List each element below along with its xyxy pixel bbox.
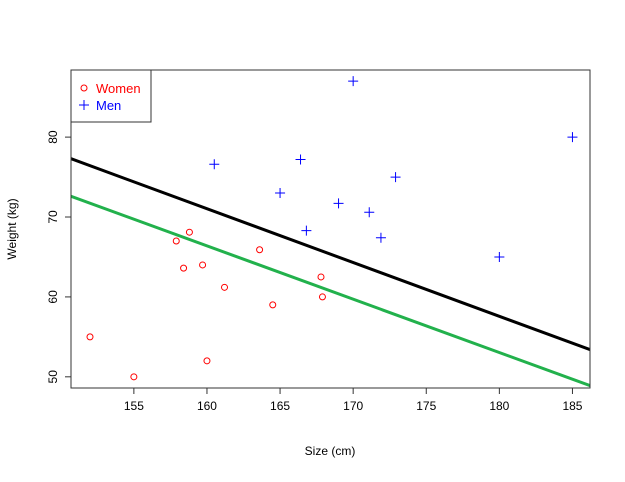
point-women (130, 373, 138, 381)
x-tick-label: 155 (124, 399, 144, 413)
point-women (221, 283, 229, 291)
x-tick-label: 175 (416, 399, 436, 413)
point-men (375, 232, 386, 243)
point-men (333, 198, 344, 209)
point-men (494, 251, 505, 262)
y-tick-label: 70 (46, 210, 60, 224)
point-men (567, 132, 578, 143)
point-men (348, 76, 359, 87)
point-women (180, 264, 188, 272)
point-women (203, 357, 211, 365)
regression-line-fit-adjusted (71, 194, 590, 388)
y-tick-label: 50 (46, 370, 60, 384)
point-women (172, 237, 180, 245)
point-women (318, 293, 326, 301)
point-men (364, 207, 375, 218)
y-tick-label: 80 (46, 130, 60, 144)
legend-men-label: Men (96, 98, 121, 113)
regression-line-fit-all (71, 157, 590, 352)
point-men (275, 188, 286, 199)
point-women (185, 228, 193, 236)
legend-women-marker-icon (80, 84, 88, 92)
y-tick-label: 60 (46, 290, 60, 304)
point-men (301, 225, 312, 236)
x-tick-label: 170 (343, 399, 363, 413)
x-tick-label: 180 (489, 399, 509, 413)
y-axis-label: Weight (kg) (5, 198, 19, 259)
point-men (295, 154, 306, 165)
x-axis-label: Size (cm) (305, 444, 356, 458)
point-men (390, 172, 401, 183)
point-women (199, 261, 207, 269)
legend: Women Men (70, 69, 152, 123)
point-women (317, 273, 325, 281)
point-women (86, 333, 94, 341)
legend-men-marker-icon (79, 100, 89, 110)
point-women (269, 301, 277, 309)
plot-frame (70, 69, 591, 389)
x-tick-label: 185 (562, 399, 582, 413)
x-tick-label: 160 (197, 399, 217, 413)
point-women (256, 246, 264, 254)
legend-women-label: Women (96, 81, 141, 96)
x-tick-label: 165 (270, 399, 290, 413)
legend-box (70, 69, 152, 123)
point-men (209, 159, 220, 170)
